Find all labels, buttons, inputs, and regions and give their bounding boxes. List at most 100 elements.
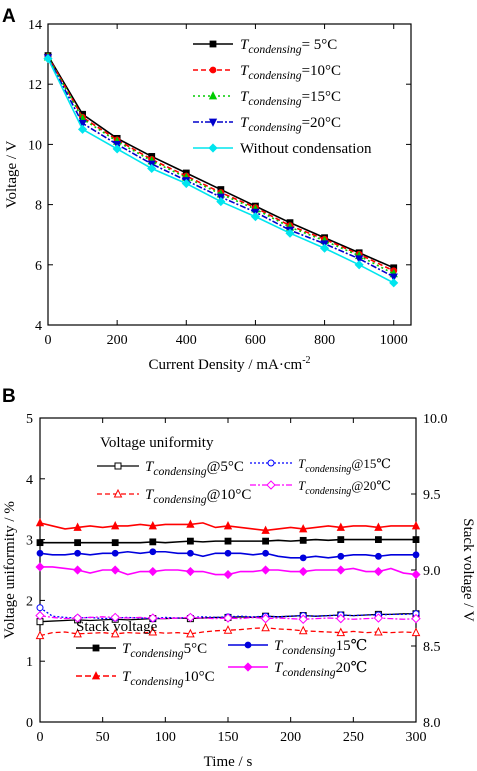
data-point-a-4 — [181, 178, 191, 189]
uniformity-point-3 — [260, 613, 271, 624]
stack-point-3 — [336, 565, 346, 575]
stack-point-3 — [73, 565, 83, 575]
y-tick-label-b: 4 — [26, 473, 33, 488]
stack-point-3 — [411, 569, 421, 580]
uniformity-point-1 — [298, 625, 308, 635]
legend-label-a-3: Tcondensing=20°C — [240, 115, 341, 134]
legend-marker-a-0 — [209, 40, 217, 48]
stack-point-1 — [261, 525, 270, 534]
y-tick-label-b: 1 — [26, 655, 33, 670]
legend-marker-stack-0 — [92, 644, 100, 652]
legend-label-uniformity-0: Tcondensing@5°C — [145, 459, 244, 478]
y-right-tick-label-b: 9.5 — [423, 488, 441, 503]
stack-point-1 — [411, 521, 421, 530]
y-right-tick-label-b: 8.5 — [423, 640, 441, 655]
data-point-a-3 — [78, 119, 87, 129]
x-tick-label-b: 250 — [343, 730, 364, 745]
y-tick-label-b: 0 — [26, 716, 33, 731]
legend-marker-a-3 — [208, 118, 218, 127]
stack-point-1 — [111, 521, 120, 530]
stack-point-1 — [73, 522, 82, 531]
stack-point-2 — [149, 548, 157, 556]
x-tick-label-b: 100 — [155, 730, 176, 745]
stack-point-2 — [111, 549, 119, 557]
legend-marker-a-4 — [208, 143, 218, 153]
stack-point-0 — [374, 536, 382, 543]
data-point-a-4 — [216, 197, 226, 207]
stack-point-1 — [299, 524, 308, 533]
stack-point-0 — [111, 539, 119, 547]
legend-marker-stack-2 — [244, 641, 252, 649]
y-tick-label-a: 6 — [35, 259, 42, 274]
stack-point-1 — [336, 522, 345, 531]
data-point-a-3 — [354, 255, 364, 264]
legend-marker-uniformity-0 — [114, 462, 122, 470]
stack-point-3 — [223, 569, 233, 580]
stack-point-2 — [374, 552, 382, 560]
y-tick-label-a: 8 — [35, 199, 42, 214]
x-tick-label-a: 1000 — [380, 333, 408, 348]
panel-label-b: B — [2, 386, 16, 407]
stack-point-1 — [148, 521, 157, 530]
y-right-tick-label-b: 10.0 — [423, 412, 448, 427]
legend-marker-stack-3 — [243, 662, 253, 672]
legend-label-uniformity-3: Tcondensing@20℃ — [298, 478, 391, 497]
stack-point-1 — [374, 522, 383, 531]
stack-point-2 — [224, 549, 232, 557]
stack-point-2 — [337, 552, 345, 560]
legend-label-stack-2: Tcondensing15℃ — [274, 638, 367, 657]
stack-point-1 — [186, 519, 195, 528]
x-tick-label-a: 600 — [245, 333, 266, 348]
uniformity-point-1 — [374, 626, 383, 636]
uniformity-point-3 — [336, 613, 346, 624]
stack-point-0 — [224, 537, 232, 545]
uniformity-point-3 — [148, 613, 158, 623]
uniformity-point-3 — [35, 610, 45, 621]
stack-point-0 — [299, 536, 307, 544]
stack-point-1 — [35, 517, 45, 527]
x-axis-title-b: Time / s — [204, 754, 253, 770]
series-line-a-4 — [47, 58, 395, 284]
legend-marker-a-1 — [209, 66, 217, 74]
legend-marker-uniformity-3 — [266, 480, 276, 490]
legend-label-uniformity-1: Tcondensing@10°C — [145, 487, 251, 506]
y-axis-title-b: Voltage uniformity / % — [2, 501, 18, 639]
y-tick-label-a: 4 — [35, 319, 42, 334]
x-tick-label-b: 300 — [406, 730, 427, 745]
uniformity-point-1 — [148, 626, 158, 636]
legend-label-stack-0: Tcondensing5°C — [122, 641, 207, 660]
stack-point-2 — [36, 549, 44, 557]
x-axis-title-a: Current Density / mA·cm-2 — [148, 355, 310, 373]
legend-heading-uniformity: Voltage uniformity — [100, 435, 214, 451]
stack-point-3 — [298, 566, 308, 577]
legend-marker-stack-1 — [91, 671, 101, 680]
uniformity-point-1 — [336, 627, 346, 637]
y-tick-label-b: 2 — [26, 594, 33, 609]
series-line-a-1 — [47, 56, 395, 272]
stack-point-3 — [261, 565, 271, 575]
uniformity-point-3 — [411, 613, 421, 624]
data-point-a-4 — [147, 163, 157, 174]
stack-point-3 — [110, 565, 120, 575]
legend-marker-a-2 — [208, 91, 218, 100]
plot-frame-a — [47, 23, 412, 326]
data-point-a-3 — [389, 273, 398, 282]
stack-point-3 — [35, 562, 45, 572]
stack-point-0 — [337, 536, 345, 543]
data-point-a-4 — [78, 124, 88, 134]
y-right-axis-title-b: Stack voltage / V — [460, 518, 476, 622]
stack-point-2 — [412, 551, 420, 559]
uniformity-point-1 — [261, 622, 270, 632]
stack-point-0 — [262, 537, 270, 545]
y-tick-label-a: 14 — [28, 18, 42, 33]
series-line-a-3 — [47, 57, 395, 278]
stack-point-0 — [412, 536, 420, 543]
stack-point-0 — [149, 538, 157, 546]
uniformity-point-1 — [411, 627, 421, 637]
uniformity-point-3 — [373, 613, 384, 623]
uniformity-point-1 — [223, 625, 233, 634]
legend-label-stack-3: Tcondensing20℃ — [274, 660, 367, 679]
stack-point-0 — [186, 537, 194, 545]
data-point-a-4 — [250, 212, 260, 222]
